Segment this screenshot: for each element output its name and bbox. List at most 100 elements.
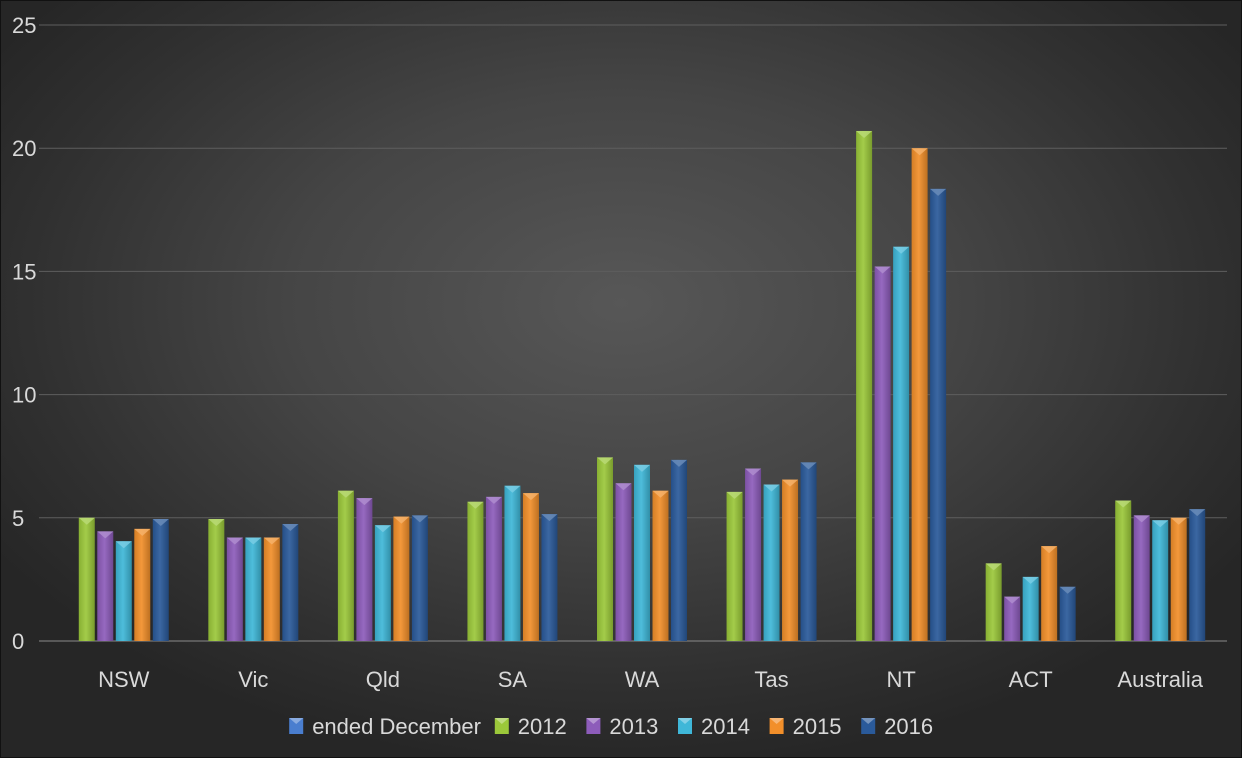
bar-act-2015: [1041, 546, 1058, 641]
bar-tas-2016: [800, 462, 817, 641]
bar: [726, 491, 743, 641]
legend-item: 2013: [586, 714, 658, 739]
bar-wa-2015: [652, 490, 669, 641]
bar-nt-2013: [874, 266, 891, 641]
bar-cap: [671, 459, 687, 467]
legend-swatch: [289, 718, 304, 734]
bar-cap: [856, 130, 873, 138]
bar-sa-2012: [467, 501, 484, 641]
bar: [1022, 576, 1039, 641]
bar: [245, 537, 262, 641]
bar-qld-2015: [393, 516, 410, 641]
legend-label: 2016: [884, 714, 933, 739]
bar: [985, 563, 1002, 641]
x-tick-label: NSW: [98, 667, 150, 692]
bar-vic-2013: [226, 537, 243, 641]
bar: [1189, 509, 1206, 641]
bar-nsw-2014: [115, 541, 132, 641]
legend-swatch-cap: [494, 718, 509, 724]
bar-nsw-2012: [78, 517, 95, 641]
x-tick-label: Australia: [1117, 667, 1203, 692]
bar: [115, 541, 132, 641]
bar-cap: [467, 501, 484, 509]
bar: [393, 516, 410, 641]
bar: [1152, 520, 1169, 641]
bar-tas-2015: [782, 479, 799, 641]
bar: [226, 537, 243, 641]
bar-nt-2012: [856, 130, 873, 641]
bar-nt-2015: [911, 148, 928, 641]
bar-cap: [393, 516, 410, 524]
bar-cap: [134, 528, 151, 536]
legend-swatch: [494, 718, 509, 734]
bar: [634, 464, 650, 641]
y-tick-label: 15: [12, 259, 36, 284]
bar-australia-2016: [1189, 509, 1206, 641]
bar-cap: [97, 531, 114, 539]
bar: [504, 485, 521, 641]
bar-australia-2013: [1133, 515, 1150, 641]
x-tick-label: Vic: [238, 667, 268, 692]
bar: [97, 531, 114, 641]
bar-act-2014: [1022, 576, 1039, 641]
bar-wa-2014: [634, 464, 650, 641]
bar: [541, 514, 558, 641]
bar-sa-2013: [485, 496, 502, 641]
x-axis: NSW Vic Qld SA WA Tas NT ACT Australia: [98, 667, 1204, 692]
bar: [597, 457, 613, 641]
legend-swatch: [586, 718, 601, 734]
bar-nsw-2016: [152, 519, 169, 641]
bar: [522, 493, 539, 641]
x-tick-label: ACT: [1009, 667, 1053, 692]
bar-cap: [874, 266, 891, 274]
bar: [856, 130, 873, 641]
bar-qld-2013: [356, 498, 373, 641]
bar: [874, 266, 891, 641]
bar-cap: [78, 517, 95, 525]
bar-act-2013: [1004, 596, 1021, 641]
x-tick-label: Qld: [366, 667, 400, 692]
bar-cap: [263, 537, 280, 545]
bar-tas-2012: [726, 491, 743, 641]
bar-cap: [1115, 500, 1132, 508]
bar-cap: [763, 484, 780, 492]
legend-label: ended December: [312, 714, 481, 739]
bar: [652, 490, 669, 641]
bar-qld-2016: [411, 515, 428, 641]
bar: [1004, 596, 1021, 641]
bar-cap: [893, 246, 910, 254]
bar: [78, 517, 95, 641]
bar: [411, 515, 428, 641]
bar-cap: [356, 498, 373, 506]
bar-cap: [115, 541, 132, 549]
bar-act-2012: [985, 563, 1002, 641]
legend-swatch-cap: [861, 718, 876, 724]
bar: [930, 188, 947, 641]
legend-item: 2015: [769, 714, 842, 739]
bar-sa-2015: [522, 493, 539, 641]
bar-vic-2012: [208, 519, 225, 641]
bar: [1041, 546, 1058, 641]
y-tick-label: 5: [12, 506, 24, 531]
bar-cap: [411, 515, 428, 523]
bar-cap: [226, 537, 243, 545]
legend-item: ended December: [289, 714, 481, 739]
bar-cap: [504, 485, 521, 493]
legend-label: 2015: [793, 714, 842, 739]
bar-cap: [1059, 586, 1076, 594]
y-tick-label: 20: [12, 136, 36, 161]
bar-cap: [541, 514, 558, 522]
x-tick-label: SA: [498, 667, 528, 692]
legend: ended December 2012 2013 2014 2015 2016: [289, 714, 933, 739]
bar: [782, 479, 799, 641]
bar-vic-2015: [263, 537, 280, 641]
bar-cap: [152, 519, 169, 527]
y-tick-label: 0: [12, 629, 24, 654]
bar-cap: [1189, 509, 1206, 517]
bar: [911, 148, 928, 641]
bar-nt-2016: [930, 188, 947, 641]
bar: [263, 537, 280, 641]
bar-qld-2014: [374, 525, 391, 641]
y-tick-label: 10: [12, 383, 36, 408]
